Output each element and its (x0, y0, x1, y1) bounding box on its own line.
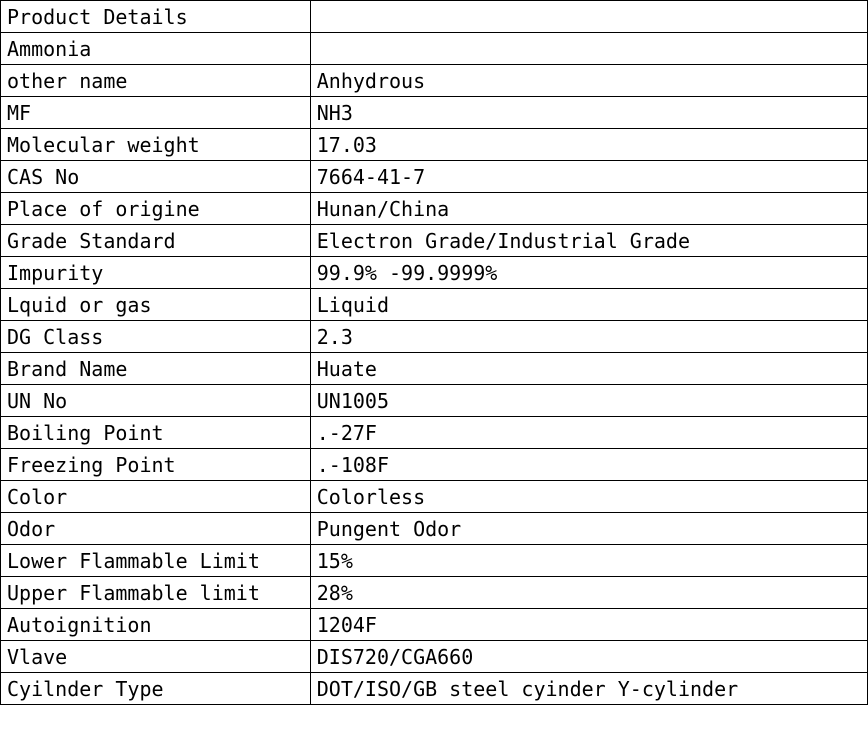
row-label: UN No (1, 385, 311, 417)
row-label: Lquid or gas (1, 289, 311, 321)
table-row: UN No UN1005 (1, 385, 868, 417)
row-label: Brand Name (1, 353, 311, 385)
table-row: Lquid or gas Liquid (1, 289, 868, 321)
row-label: Cyilnder Type (1, 673, 311, 705)
table-row: Brand Name Huate (1, 353, 868, 385)
table-row: Color Colorless (1, 481, 868, 513)
row-value: 2.3 (310, 321, 867, 353)
row-label: DG Class (1, 321, 311, 353)
row-label: Boiling Point (1, 417, 311, 449)
row-label: Ammonia (1, 33, 311, 65)
table-row: Odor Pungent Odor (1, 513, 868, 545)
row-value: DIS720/CGA660 (310, 641, 867, 673)
row-value: DOT/ISO/GB steel cyinder Y-cylinder (310, 673, 867, 705)
row-value: Electron Grade/Industrial Grade (310, 225, 867, 257)
table-row: Cyilnder Type DOT/ISO/GB steel cyinder Y… (1, 673, 868, 705)
row-label: Freezing Point (1, 449, 311, 481)
table-row: MF NH3 (1, 97, 868, 129)
table-row: Grade Standard Electron Grade/Industrial… (1, 225, 868, 257)
row-label: Impurity (1, 257, 311, 289)
row-value: 15% (310, 545, 867, 577)
table-row: Freezing Point .-108F (1, 449, 868, 481)
row-value: 1204F (310, 609, 867, 641)
row-value: Pungent Odor (310, 513, 867, 545)
table-body: Product Details Ammonia other name Anhyd… (1, 1, 868, 705)
row-value: .-27F (310, 417, 867, 449)
table-row: Vlave DIS720/CGA660 (1, 641, 868, 673)
table-row: Place of origine Hunan/China (1, 193, 868, 225)
row-value: 99.9% -99.9999% (310, 257, 867, 289)
row-label: Grade Standard (1, 225, 311, 257)
row-label: Product Details (1, 1, 311, 33)
row-value: Huate (310, 353, 867, 385)
row-label: Lower Flammable Limit (1, 545, 311, 577)
table-row: CAS No 7664-41-7 (1, 161, 868, 193)
row-label: Vlave (1, 641, 311, 673)
table-row: Upper Flammable limit 28% (1, 577, 868, 609)
row-value: Hunan/China (310, 193, 867, 225)
row-value: Liquid (310, 289, 867, 321)
row-value: UN1005 (310, 385, 867, 417)
table-row: DG Class 2.3 (1, 321, 868, 353)
table-row: Autoignition 1204F (1, 609, 868, 641)
row-label: MF (1, 97, 311, 129)
row-label: Odor (1, 513, 311, 545)
row-label: Upper Flammable limit (1, 577, 311, 609)
row-label: Autoignition (1, 609, 311, 641)
row-value: 28% (310, 577, 867, 609)
row-value: 7664-41-7 (310, 161, 867, 193)
row-label: other name (1, 65, 311, 97)
row-label: Place of origine (1, 193, 311, 225)
row-label: CAS No (1, 161, 311, 193)
table-row: Product Details (1, 1, 868, 33)
row-value: .-108F (310, 449, 867, 481)
row-value: NH3 (310, 97, 867, 129)
table-row: Molecular weight 17.03 (1, 129, 868, 161)
table-row: Lower Flammable Limit 15% (1, 545, 868, 577)
row-value: Anhydrous (310, 65, 867, 97)
row-value: 17.03 (310, 129, 867, 161)
row-label: Molecular weight (1, 129, 311, 161)
table-row: Ammonia (1, 33, 868, 65)
product-details-table: Product Details Ammonia other name Anhyd… (0, 0, 868, 705)
row-value: Colorless (310, 481, 867, 513)
table-row: Boiling Point .-27F (1, 417, 868, 449)
table-row: other name Anhydrous (1, 65, 868, 97)
table-row: Impurity 99.9% -99.9999% (1, 257, 868, 289)
row-label: Color (1, 481, 311, 513)
row-value (310, 1, 867, 33)
row-value (310, 33, 867, 65)
